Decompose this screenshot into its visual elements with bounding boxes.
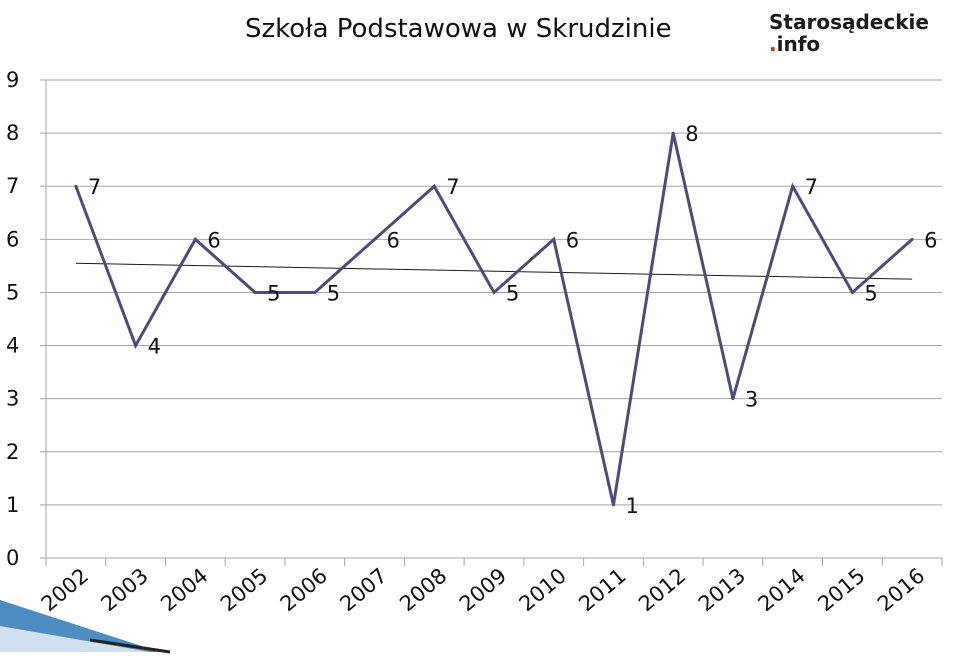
x-tick-label: 2008 xyxy=(395,563,451,616)
data-label: 7 xyxy=(88,175,101,199)
corner-banner xyxy=(0,600,171,654)
data-point xyxy=(74,184,78,188)
series-polyline xyxy=(74,132,914,506)
x-tick-label: 2006 xyxy=(276,563,332,616)
data-label: 7 xyxy=(446,175,459,199)
data-label: 7 xyxy=(805,175,818,199)
y-tick-label: 9 xyxy=(6,68,19,92)
data-point xyxy=(313,290,317,294)
x-tick-label: 2005 xyxy=(216,563,272,616)
data-label: 6 xyxy=(207,228,220,252)
data-label: 5 xyxy=(864,281,877,305)
trendline xyxy=(75,262,913,280)
logo-dot: . xyxy=(769,32,777,56)
banner-shape-dark xyxy=(89,638,171,654)
data-label: 3 xyxy=(745,388,758,412)
data-point xyxy=(552,237,556,241)
x-tick-label: 2011 xyxy=(574,563,630,616)
y-tick-label: 4 xyxy=(6,334,19,358)
data-labels: 7 4 6 5 5 6 7 5 6 1 8 3 7 5 6 xyxy=(88,122,938,518)
x-tick-label: 2004 xyxy=(156,563,212,616)
data-point xyxy=(492,290,496,294)
y-tick-label: 2 xyxy=(6,440,19,464)
data-label: 5 xyxy=(327,281,340,305)
data-point xyxy=(910,237,914,241)
x-tick-labels: 2002 2003 2004 2005 2006 2007 2008 2009 2010 2011… xyxy=(37,563,930,616)
data-point xyxy=(791,184,795,188)
data-point xyxy=(671,131,675,135)
x-tick-label: 2014 xyxy=(754,563,810,616)
x-tick-label: 2013 xyxy=(694,563,750,616)
data-label: 1 xyxy=(625,494,638,518)
x-tick-label: 2016 xyxy=(873,563,929,616)
y-tick-label: 0 xyxy=(6,546,19,570)
chart-title: Szkoła Podstawowa w Skrudzinie xyxy=(245,14,672,44)
site-logo: Starosądeckie .info xyxy=(769,11,929,55)
data-label: 5 xyxy=(506,281,519,305)
x-tick-label: 2015 xyxy=(813,563,869,616)
x-tick-label: 2009 xyxy=(455,563,511,616)
data-point xyxy=(432,184,436,188)
series-line xyxy=(74,131,914,507)
x-tick-label: 2007 xyxy=(335,563,391,616)
x-tick-label: 2003 xyxy=(96,563,152,616)
data-label: 8 xyxy=(685,122,698,146)
data-label: 6 xyxy=(566,228,579,252)
x-tick-label: 2010 xyxy=(515,563,571,616)
data-point xyxy=(611,503,615,507)
logo-main-text: Starosądeckie xyxy=(769,10,929,34)
trendline-line xyxy=(75,262,913,280)
logo-suffix-text: info xyxy=(776,32,821,56)
y-tick-label: 7 xyxy=(6,174,19,198)
y-tick-label: 6 xyxy=(6,227,19,251)
y-tick-label: 1 xyxy=(6,493,19,517)
data-label: 6 xyxy=(924,228,937,252)
data-point xyxy=(134,344,138,348)
gridlines xyxy=(46,79,942,559)
axes xyxy=(40,79,943,566)
y-tick-label: 5 xyxy=(6,280,19,304)
y-tick-labels: 0 1 2 3 4 5 6 7 8 9 xyxy=(6,68,19,570)
logo-suffix-line: .info xyxy=(769,33,929,55)
data-point xyxy=(731,397,735,401)
data-label: 4 xyxy=(148,335,161,359)
data-point xyxy=(253,290,257,294)
data-point xyxy=(193,237,197,241)
x-tick-label: 2012 xyxy=(634,563,690,616)
y-tick-label: 8 xyxy=(6,121,19,145)
data-label: 6 xyxy=(387,228,400,252)
banner-shape-light xyxy=(0,626,150,652)
x-tick-label: 2002 xyxy=(37,563,93,616)
data-point xyxy=(373,237,377,241)
y-tick-label: 3 xyxy=(6,387,19,411)
data-label: 5 xyxy=(267,281,280,305)
data-point xyxy=(850,290,854,294)
